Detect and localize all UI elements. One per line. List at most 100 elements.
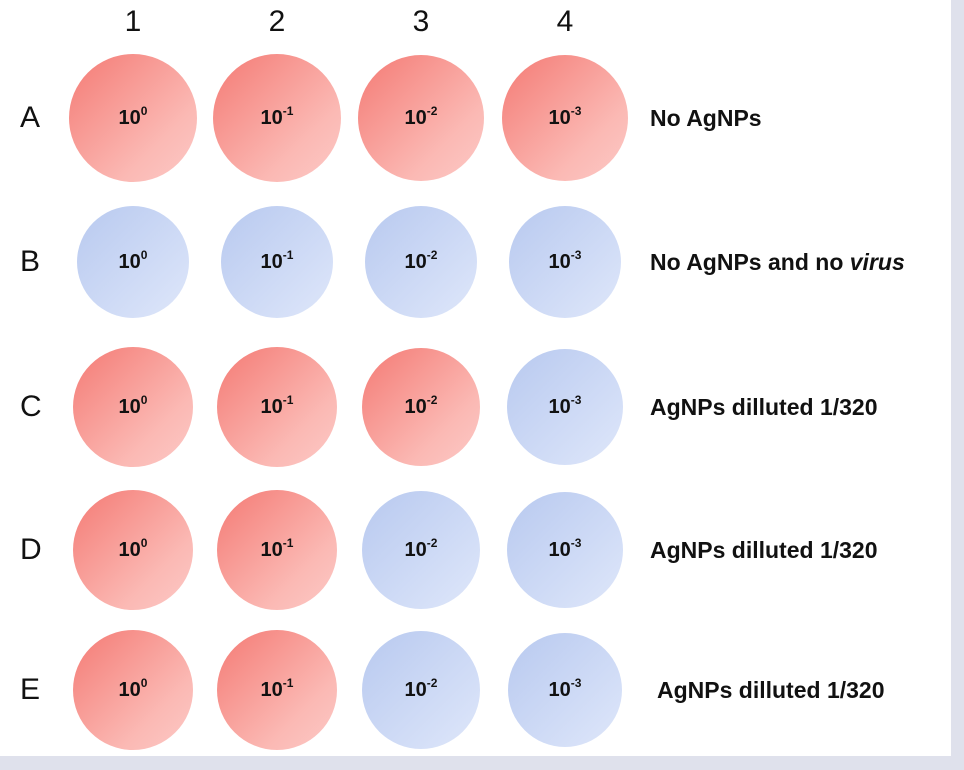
well-c4: 10-3	[507, 349, 623, 465]
row-label-a: A	[20, 101, 41, 134]
column-label-1: 1	[124, 5, 142, 38]
well-dilution-label: 10-2	[404, 247, 438, 274]
dilution-base: 10	[404, 106, 427, 129]
dilution-base: 10	[404, 395, 427, 418]
well-c3: 10-2	[362, 348, 480, 466]
row-description-text: No AgNPs	[650, 105, 762, 131]
well-dilution-label: 10-3	[548, 675, 582, 702]
dilution-exponent: -2	[426, 103, 438, 118]
dilution-exponent: -3	[570, 247, 582, 262]
dilution-base: 10	[118, 538, 141, 561]
dilution-exponent: -2	[426, 535, 438, 550]
dilution-base: 10	[548, 395, 571, 418]
dilution-exponent: -2	[426, 675, 438, 690]
dilution-base: 10	[118, 106, 141, 129]
row-description-text: No AgNPs and no	[650, 249, 850, 275]
dilution-base: 10	[118, 678, 141, 701]
well-d4: 10-3	[507, 492, 623, 608]
well-dilution-label: 10-3	[548, 392, 582, 419]
column-label-2: 2	[268, 5, 286, 38]
well-dilution-label: 10-1	[260, 535, 294, 562]
row-label-b: B	[20, 245, 41, 278]
dilution-base: 10	[260, 395, 283, 418]
dilution-exponent: -2	[426, 392, 438, 407]
well-dilution-label: 10-1	[260, 675, 294, 702]
row-description-text: AgNPs dilluted 1/320	[657, 677, 885, 703]
dilution-base: 10	[260, 678, 283, 701]
well-dilution-label: 10-3	[548, 535, 582, 562]
row-label-d: D	[20, 533, 42, 566]
dilution-exponent: -3	[570, 675, 582, 690]
well-e1: 100	[73, 630, 193, 750]
well-dilution-label: 100	[118, 535, 148, 562]
row-description-italic: virus	[849, 249, 905, 275]
well-e2: 10-1	[217, 630, 337, 750]
well-dilution-label: 100	[118, 103, 148, 130]
dilution-base: 10	[404, 678, 427, 701]
row-description-text: AgNPs dilluted 1/320	[650, 394, 878, 420]
row-description-c: AgNPs dilluted 1/320	[650, 392, 878, 422]
dilution-exponent: 0	[140, 103, 148, 118]
well-dilution-label: 10-2	[404, 103, 438, 130]
dilution-base: 10	[548, 538, 571, 561]
dilution-exponent: -3	[570, 392, 582, 407]
well-d3: 10-2	[362, 491, 480, 609]
well-a4: 10-3	[502, 55, 628, 181]
row-label-c: C	[20, 390, 42, 423]
row-description-a: No AgNPs	[650, 103, 762, 133]
well-dilution-label: 10-2	[404, 535, 438, 562]
dilution-exponent: -2	[426, 247, 438, 262]
row-label-e: E	[20, 673, 41, 706]
well-dilution-label: 10-1	[260, 394, 294, 419]
column-label-4: 4	[556, 5, 574, 38]
well-a1: 100	[69, 54, 197, 182]
well-e3: 10-2	[362, 631, 480, 749]
well-dilution-label: 10-3	[548, 247, 582, 274]
well-b1: 100	[77, 206, 189, 318]
dilution-base: 10	[548, 106, 571, 129]
well-d2: 10-1	[217, 490, 337, 610]
row-description-d: AgNPs dilluted 1/320	[650, 535, 878, 565]
well-dilution-label: 100	[118, 675, 148, 702]
dilution-exponent: 0	[140, 392, 148, 407]
well-a3: 10-2	[358, 55, 484, 181]
dilution-base: 10	[548, 250, 571, 273]
well-c1: 100	[73, 347, 193, 467]
dilution-exponent: -3	[570, 103, 582, 118]
row-description-text: AgNPs dilluted 1/320	[650, 537, 878, 563]
well-c2: 10-1	[217, 347, 337, 467]
dilution-exponent: -3	[570, 535, 582, 550]
dilution-base: 10	[548, 678, 571, 701]
dilution-base: 10	[118, 395, 141, 418]
well-d1: 100	[73, 490, 193, 610]
well-a2: 10-1	[213, 54, 341, 182]
well-dilution-label: 10-1	[260, 103, 294, 130]
dilution-base: 10	[260, 106, 283, 129]
dilution-exponent: -1	[282, 675, 294, 690]
dilution-exponent: -1	[282, 535, 294, 550]
dilution-base: 10	[260, 538, 283, 561]
dilution-base: 10	[404, 250, 427, 273]
well-dilution-label: 10-2	[404, 675, 438, 702]
dilution-exponent: -1	[282, 247, 294, 262]
dilution-base: 10	[260, 250, 283, 273]
dilution-base: 10	[404, 538, 427, 561]
well-dilution-label: 100	[118, 247, 148, 274]
dilution-base: 10	[118, 250, 141, 273]
well-b3: 10-2	[365, 206, 477, 318]
well-dilution-label: 10-2	[404, 392, 438, 419]
well-b4: 10-3	[509, 206, 621, 318]
well-dilution-label: 10-1	[260, 247, 294, 274]
row-description-b: No AgNPs and no virus	[650, 247, 905, 277]
dilution-exponent: 0	[140, 675, 148, 690]
dilution-exponent: -1	[282, 103, 294, 118]
well-dilution-label: 100	[118, 392, 148, 419]
column-label-3: 3	[412, 5, 430, 38]
row-description-e: AgNPs dilluted 1/320	[657, 675, 885, 705]
well-b2: 10-1	[221, 206, 333, 318]
well-plate-diagram: 1 2 3 4 A 100 10-1 10-2 10-3 No AgNPs B 100 10-1 10-2…	[0, 0, 951, 756]
well-e4: 10-3	[508, 633, 622, 747]
well-dilution-label: 10-3	[548, 103, 582, 130]
dilution-exponent: 0	[140, 535, 148, 550]
dilution-exponent: 0	[140, 247, 148, 262]
